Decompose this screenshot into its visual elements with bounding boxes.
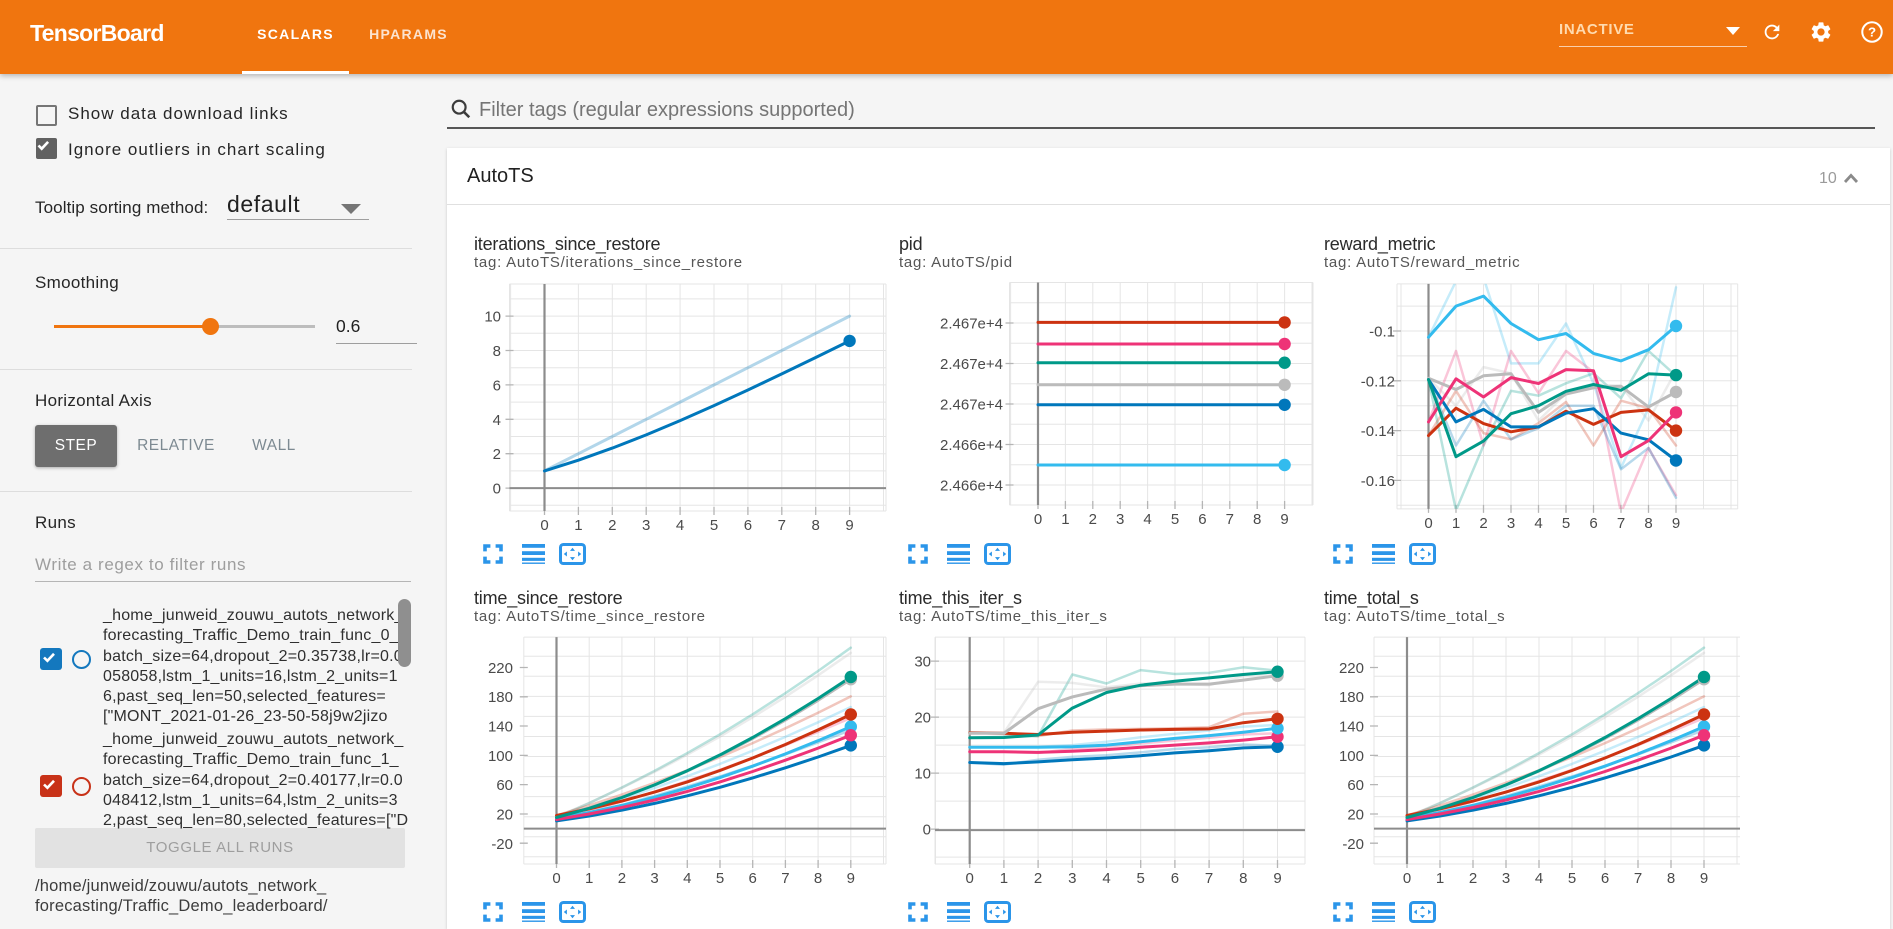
svg-text:1: 1	[1000, 870, 1008, 887]
svg-text:2: 2	[608, 517, 616, 534]
svg-text:7: 7	[1226, 511, 1234, 528]
svg-text:2: 2	[493, 446, 501, 463]
svg-text:1: 1	[1436, 870, 1444, 887]
svg-text:8: 8	[493, 343, 501, 360]
svg-text:2.467e+4: 2.467e+4	[940, 316, 1003, 333]
svg-text:1: 1	[1452, 515, 1460, 532]
svg-text:140: 140	[488, 719, 513, 736]
svg-text:60: 60	[496, 777, 513, 794]
svg-text:1: 1	[585, 870, 593, 887]
svg-text:8: 8	[1253, 511, 1261, 528]
svg-text:220: 220	[1339, 660, 1364, 677]
svg-text:6: 6	[1198, 511, 1206, 528]
svg-text:8: 8	[1239, 870, 1247, 887]
svg-text:-20: -20	[1342, 836, 1364, 853]
svg-text:2: 2	[1089, 511, 1097, 528]
svg-text:7: 7	[778, 517, 786, 534]
svg-text:9: 9	[1700, 870, 1708, 887]
svg-text:20: 20	[914, 710, 931, 727]
svg-text:9: 9	[847, 870, 855, 887]
svg-text:2: 2	[1479, 515, 1487, 532]
svg-text:7: 7	[781, 870, 789, 887]
svg-text:3: 3	[650, 870, 658, 887]
svg-text:4: 4	[1534, 515, 1542, 532]
svg-text:100: 100	[1339, 748, 1364, 765]
svg-text:-0.12: -0.12	[1361, 373, 1395, 390]
svg-text:9: 9	[1280, 511, 1288, 528]
svg-text:-0.16: -0.16	[1361, 473, 1395, 490]
svg-text:2: 2	[1034, 870, 1042, 887]
svg-text:0: 0	[493, 481, 501, 498]
svg-text:1: 1	[1061, 511, 1069, 528]
svg-text:2.467e+4: 2.467e+4	[940, 356, 1003, 373]
svg-text:8: 8	[1667, 870, 1675, 887]
svg-text:4: 4	[1535, 870, 1543, 887]
svg-text:3: 3	[1502, 870, 1510, 887]
svg-text:8: 8	[814, 870, 822, 887]
svg-text:0: 0	[966, 870, 974, 887]
svg-text:4: 4	[1143, 511, 1151, 528]
svg-text:2.466e+4: 2.466e+4	[940, 478, 1003, 495]
svg-text:3: 3	[1116, 511, 1124, 528]
svg-text:5: 5	[1562, 515, 1570, 532]
svg-text:5: 5	[716, 870, 724, 887]
svg-text:6: 6	[749, 870, 757, 887]
svg-text:220: 220	[488, 660, 513, 677]
svg-text:1: 1	[574, 517, 582, 534]
svg-text:180: 180	[488, 689, 513, 706]
svg-text:8: 8	[812, 517, 820, 534]
svg-text:20: 20	[496, 807, 513, 824]
svg-text:3: 3	[1068, 870, 1076, 887]
svg-text:10: 10	[914, 766, 931, 783]
svg-text:-0.14: -0.14	[1361, 423, 1395, 440]
svg-text:3: 3	[1507, 515, 1515, 532]
svg-text:100: 100	[488, 748, 513, 765]
svg-text:6: 6	[744, 517, 752, 534]
svg-text:7: 7	[1205, 870, 1213, 887]
svg-text:5: 5	[1568, 870, 1576, 887]
svg-text:0: 0	[540, 517, 548, 534]
svg-text:5: 5	[1171, 511, 1179, 528]
svg-text:0: 0	[923, 822, 931, 839]
svg-text:9: 9	[845, 517, 853, 534]
svg-text:180: 180	[1339, 689, 1364, 706]
svg-text:7: 7	[1634, 870, 1642, 887]
svg-text:6: 6	[1171, 870, 1179, 887]
svg-text:9: 9	[1672, 515, 1680, 532]
svg-text:3: 3	[642, 517, 650, 534]
svg-text:4: 4	[1102, 870, 1110, 887]
svg-text:-0.1: -0.1	[1369, 324, 1395, 341]
svg-text:4: 4	[676, 517, 684, 534]
svg-text:2: 2	[1469, 870, 1477, 887]
svg-text:5: 5	[710, 517, 718, 534]
svg-text:0: 0	[1424, 515, 1432, 532]
svg-text:7: 7	[1617, 515, 1625, 532]
svg-text:30: 30	[914, 654, 931, 671]
svg-text:2: 2	[618, 870, 626, 887]
svg-text:10: 10	[484, 309, 501, 326]
svg-text:8: 8	[1644, 515, 1652, 532]
svg-text:0: 0	[1034, 511, 1042, 528]
svg-text:4: 4	[683, 870, 691, 887]
svg-text:-20: -20	[491, 836, 513, 853]
svg-text:20: 20	[1347, 807, 1364, 824]
svg-text:0: 0	[1403, 870, 1411, 887]
svg-text:6: 6	[1589, 515, 1597, 532]
svg-text:6: 6	[1601, 870, 1609, 887]
svg-text:60: 60	[1347, 777, 1364, 794]
svg-text:9: 9	[1273, 870, 1281, 887]
svg-text:5: 5	[1137, 870, 1145, 887]
svg-text:4: 4	[493, 412, 501, 429]
svg-text:2.467e+4: 2.467e+4	[940, 397, 1003, 414]
svg-text:?: ?	[1868, 25, 1876, 40]
svg-text:2.466e+4: 2.466e+4	[940, 437, 1003, 454]
svg-text:140: 140	[1339, 719, 1364, 736]
svg-text:0: 0	[552, 870, 560, 887]
svg-text:6: 6	[493, 377, 501, 394]
